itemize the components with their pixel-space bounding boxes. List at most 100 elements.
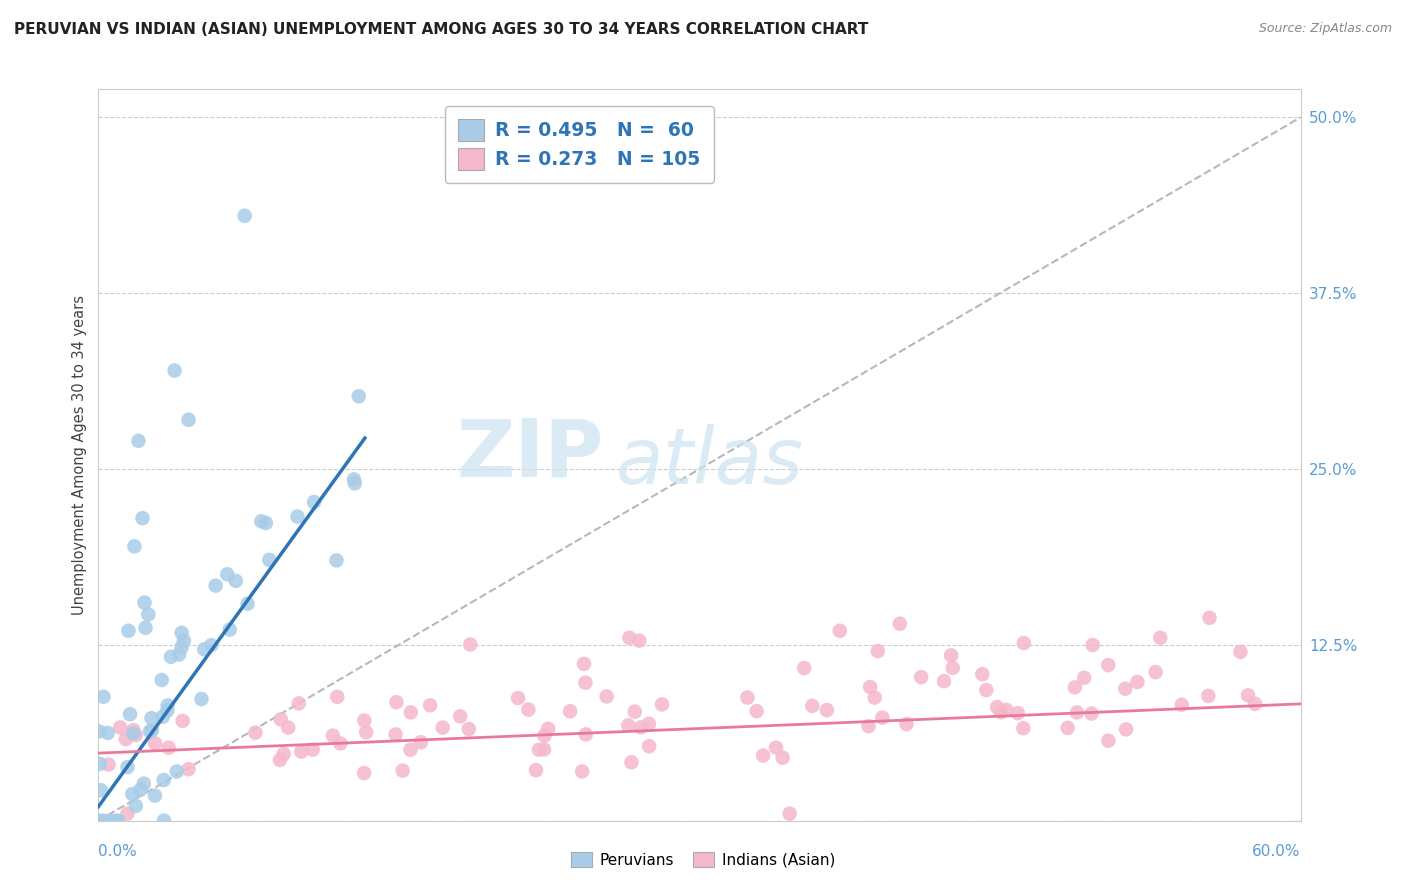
Point — [1115, 723, 1137, 737]
Point — [343, 476, 366, 491]
Point — [117, 806, 139, 821]
Point — [117, 624, 139, 638]
Point — [942, 661, 965, 675]
Point — [651, 698, 673, 712]
Point — [619, 631, 641, 645]
Point — [623, 705, 645, 719]
Point — [910, 670, 932, 684]
Point — [617, 718, 640, 732]
Point — [737, 690, 759, 705]
Point — [100, 814, 122, 828]
Point — [1229, 645, 1251, 659]
Point — [343, 472, 366, 486]
Point — [815, 703, 838, 717]
Point — [1237, 689, 1260, 703]
Point — [1063, 681, 1085, 695]
Point — [533, 729, 555, 743]
Point — [572, 657, 595, 671]
Point — [1066, 706, 1088, 720]
Point — [575, 727, 598, 741]
Point — [118, 707, 141, 722]
Point — [172, 714, 194, 728]
Point — [995, 703, 1018, 717]
Point — [117, 760, 139, 774]
Point — [801, 698, 824, 713]
Point — [745, 704, 768, 718]
Point — [638, 716, 661, 731]
Point — [129, 782, 152, 797]
Point — [889, 616, 911, 631]
Point — [125, 728, 148, 742]
Y-axis label: Unemployment Among Ages 30 to 34 years: Unemployment Among Ages 30 to 34 years — [72, 295, 87, 615]
Point — [269, 753, 291, 767]
Point — [250, 514, 273, 528]
Point — [1198, 611, 1220, 625]
Point — [301, 742, 323, 756]
Point — [134, 621, 156, 635]
Point — [1149, 631, 1171, 645]
Point — [972, 667, 994, 681]
Point — [872, 711, 894, 725]
Point — [620, 756, 643, 770]
Point — [287, 697, 309, 711]
Point — [259, 553, 281, 567]
Point — [128, 434, 150, 448]
Point — [218, 623, 240, 637]
Point — [866, 644, 889, 658]
Point — [132, 777, 155, 791]
Point — [156, 698, 179, 713]
Text: Source: ZipAtlas.com: Source: ZipAtlas.com — [1258, 22, 1392, 36]
Point — [1171, 698, 1194, 712]
Point — [353, 766, 375, 780]
Point — [108, 721, 131, 735]
Point — [329, 736, 352, 750]
Point — [449, 709, 471, 723]
Point — [122, 726, 145, 740]
Point — [150, 673, 173, 687]
Point — [354, 725, 377, 739]
Point — [858, 719, 880, 733]
Point — [87, 724, 110, 739]
Point — [765, 740, 787, 755]
Point — [254, 516, 277, 530]
Point — [141, 711, 163, 725]
Point — [353, 714, 375, 728]
Point — [190, 692, 212, 706]
Point — [173, 633, 195, 648]
Point — [1012, 721, 1035, 735]
Point — [156, 703, 179, 717]
Legend: R = 0.495   N =  60, R = 0.273   N = 105: R = 0.495 N = 60, R = 0.273 N = 105 — [444, 106, 714, 183]
Point — [160, 649, 183, 664]
Point — [385, 695, 408, 709]
Point — [779, 806, 801, 821]
Text: ZIP: ZIP — [456, 416, 603, 494]
Point — [939, 648, 962, 663]
Point — [143, 736, 166, 750]
Point — [517, 703, 540, 717]
Point — [114, 732, 136, 747]
Point — [1081, 638, 1104, 652]
Point — [225, 574, 247, 588]
Point — [322, 729, 344, 743]
Point — [139, 724, 162, 739]
Point — [1097, 658, 1119, 673]
Point — [458, 638, 481, 652]
Point — [1126, 675, 1149, 690]
Point — [157, 740, 180, 755]
Point — [89, 756, 111, 771]
Point — [638, 739, 661, 754]
Point — [193, 642, 215, 657]
Point — [270, 712, 292, 726]
Point — [932, 674, 955, 689]
Point — [384, 727, 406, 741]
Point — [166, 764, 188, 779]
Point — [170, 640, 193, 655]
Point — [533, 742, 555, 756]
Point — [527, 742, 550, 756]
Text: atlas: atlas — [616, 425, 803, 500]
Point — [990, 705, 1012, 719]
Point — [1244, 697, 1267, 711]
Point — [1197, 689, 1219, 703]
Point — [105, 814, 128, 828]
Point — [574, 675, 596, 690]
